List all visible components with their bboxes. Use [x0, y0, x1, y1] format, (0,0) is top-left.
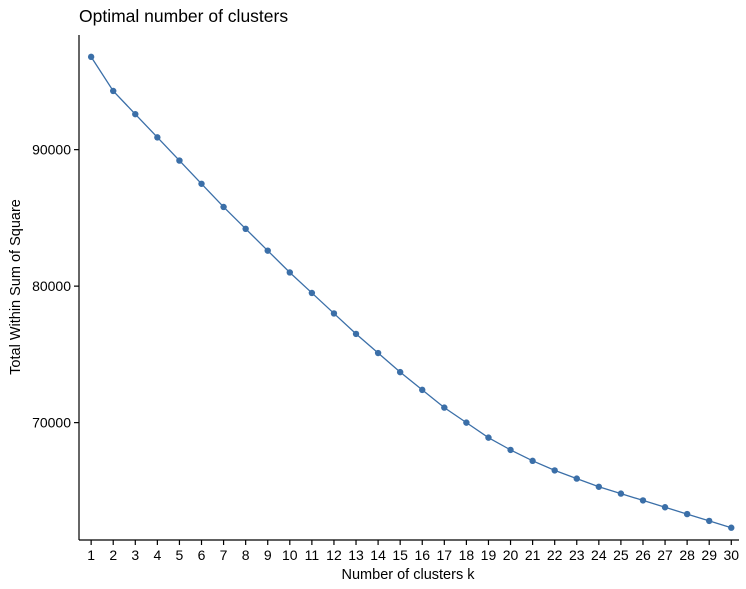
data-point [396, 368, 404, 376]
x-tick-label: 12 [326, 547, 342, 563]
x-tick-label: 8 [242, 547, 250, 563]
x-tick-label: 17 [437, 547, 453, 563]
y-tick-label: 90000 [32, 142, 71, 158]
data-point [220, 203, 227, 211]
x-axis-label: Number of clusters k [342, 567, 476, 583]
data-point [242, 225, 249, 233]
plot-area [87, 53, 735, 531]
x-tick-label: 1 [87, 547, 95, 563]
x-tick-label: 23 [569, 547, 585, 563]
data-point [441, 404, 448, 411]
x-tick-label: 10 [282, 547, 298, 563]
y-tick-label: 70000 [32, 415, 71, 431]
data-point [419, 386, 426, 394]
data-point [507, 446, 514, 454]
x-tick-label: 5 [176, 547, 184, 563]
data-point [617, 490, 625, 497]
series-line [90, 56, 732, 529]
data-point [374, 349, 382, 357]
data-point [529, 457, 536, 465]
y-axis-ticks: 70000 80000 90000 [32, 142, 79, 431]
x-tick-label: 19 [481, 547, 497, 563]
x-tick-label: 21 [525, 547, 541, 563]
x-tick-label: 18 [459, 547, 475, 563]
x-tick-label: 13 [348, 547, 364, 563]
data-point [463, 419, 470, 426]
data-point [330, 310, 338, 317]
x-tick-label: 6 [198, 547, 206, 563]
x-tick-label: 26 [635, 547, 651, 563]
data-point [639, 497, 647, 504]
data-point [110, 87, 117, 95]
data-point [308, 289, 316, 297]
x-tick-label: 3 [131, 547, 139, 563]
data-point [551, 467, 558, 474]
data-point [683, 510, 691, 518]
x-tick-label: 11 [305, 547, 320, 563]
data-point [352, 330, 360, 338]
x-tick-label: 24 [591, 547, 607, 563]
data-point [132, 110, 139, 118]
x-tick-label: 30 [723, 547, 739, 563]
x-tick-label: 27 [657, 547, 673, 563]
x-tick-label: 29 [701, 547, 717, 563]
data-point [286, 269, 294, 276]
x-tick-label: 7 [220, 547, 228, 563]
x-tick-label: 15 [392, 547, 408, 563]
x-axis-ticks: 1 2 3 4 5 6 7 8 9 10 11 12 13 14 15 16 17 18 19 20 21 22 23 24 2… [87, 540, 739, 563]
data-point [485, 434, 492, 441]
data-point [728, 524, 735, 531]
data-point [573, 475, 580, 482]
x-tick-label: 16 [414, 547, 430, 563]
data-point [198, 180, 205, 187]
x-tick-label: 9 [264, 547, 272, 563]
x-tick-label: 28 [679, 547, 695, 563]
x-tick-label: 20 [503, 547, 519, 563]
x-tick-label: 22 [547, 547, 563, 563]
data-point [176, 157, 183, 164]
data-point [595, 483, 603, 490]
data-point [661, 504, 669, 511]
data-point [154, 134, 161, 141]
data-point [87, 53, 95, 61]
x-tick-label: 14 [370, 547, 386, 563]
data-point [706, 517, 713, 525]
chart-title: Optimal number of clusters [79, 6, 288, 26]
x-tick-label: 4 [153, 547, 161, 563]
x-tick-label: 2 [109, 547, 117, 563]
x-tick-label: 25 [613, 547, 629, 563]
y-axis-label: Total Within Sum of Square [8, 199, 24, 375]
y-tick-label: 80000 [32, 278, 71, 294]
data-point [264, 247, 271, 254]
